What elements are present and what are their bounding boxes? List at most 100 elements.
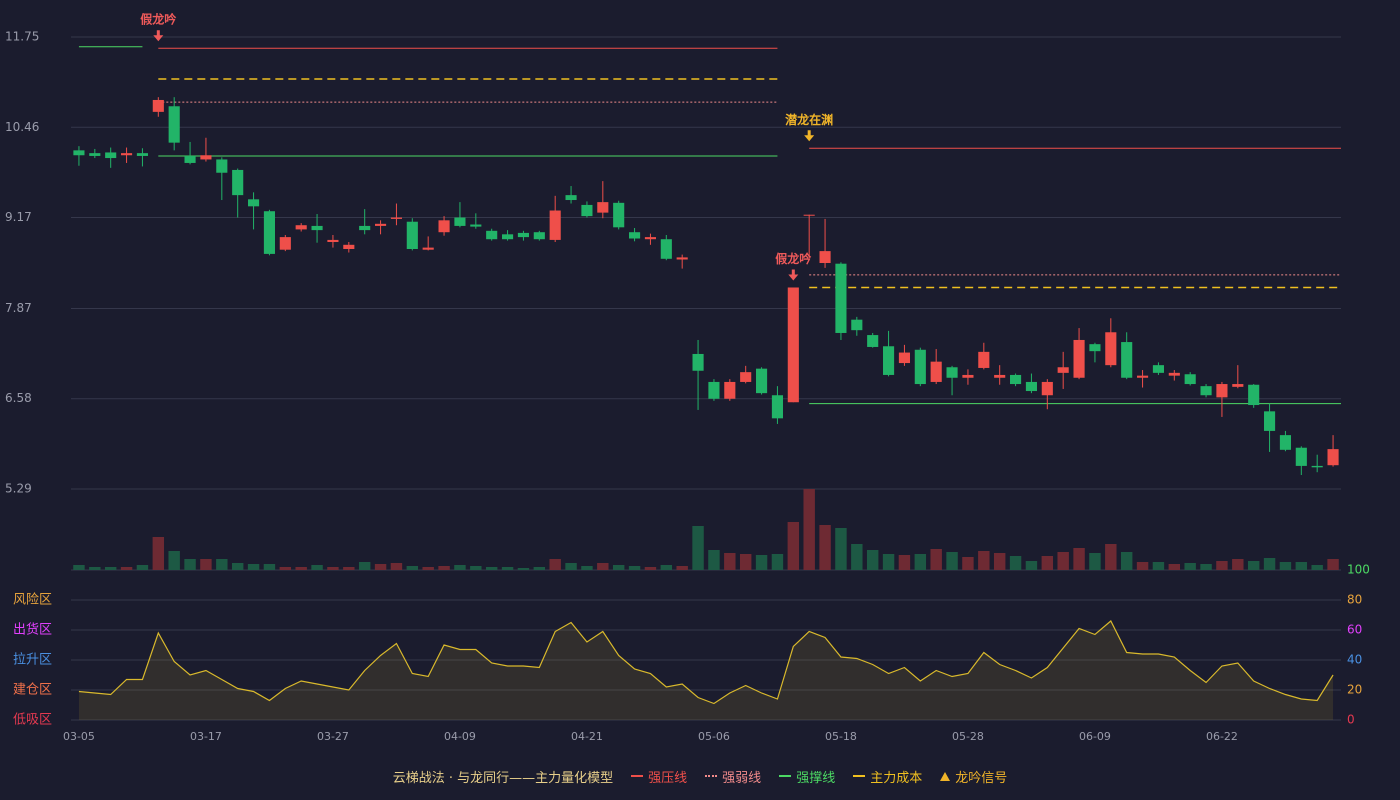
volume-bar: [1327, 559, 1339, 570]
volume-bar: [501, 567, 514, 570]
volume-bar: [1311, 565, 1323, 570]
volume-bar: [914, 554, 927, 570]
x-tick-label: 06-09: [1079, 730, 1111, 743]
candle-body: [1041, 381, 1053, 396]
volume-bar: [1295, 562, 1308, 570]
volume-bar: [708, 550, 720, 570]
volume-bar: [1168, 564, 1181, 570]
volume-bar: [374, 564, 387, 570]
candle-body: [406, 221, 418, 250]
volume-bar: [1009, 556, 1022, 570]
candle-body: [819, 251, 831, 263]
candle-body: [1200, 386, 1212, 396]
volume-bar: [851, 544, 863, 570]
candle-body: [549, 210, 561, 240]
volume-bar: [406, 566, 419, 570]
volume-bar: [676, 566, 688, 570]
volume-bar: [343, 567, 355, 570]
volume-bar: [962, 557, 974, 570]
x-tick-label: 04-09: [444, 730, 476, 743]
candle-body: [787, 287, 799, 403]
volume-bar: [231, 563, 244, 570]
candle-body: [1105, 332, 1117, 366]
y2-tick-label: 60: [1347, 623, 1362, 637]
x-tick-label: 03-27: [317, 730, 349, 743]
candle-body: [597, 202, 609, 213]
volume-bar: [866, 550, 879, 570]
candle-body: [1152, 365, 1164, 373]
legend-title: 云梯战法 · 与龙同行——主力量化模型: [392, 770, 614, 786]
candle-body: [390, 217, 402, 219]
legend-item: 龙吟信号: [940, 767, 1007, 786]
volume-bar: [263, 564, 276, 570]
volume-bar: [327, 567, 339, 570]
y2-tick-label: 0: [1347, 713, 1355, 727]
candle-body: [946, 367, 958, 378]
legend-item: 强弱线: [705, 767, 761, 786]
candle-body: [502, 234, 514, 240]
y2-tick-label: 40: [1347, 653, 1362, 667]
candle-body: [200, 155, 212, 160]
candle-body: [930, 361, 942, 382]
candle-body: [1264, 411, 1276, 431]
volume-bar: [787, 522, 800, 570]
candle-body: [1295, 447, 1307, 466]
chart: 11.75 10.46 9.17 7.87 6.58 5.29 0 20 40 60 80 100 风险…: [5, 12, 1370, 743]
volume-bar: [168, 551, 180, 570]
volume-bar: [1152, 562, 1165, 570]
candle-body: [438, 220, 450, 233]
legend-marker: [853, 775, 866, 777]
indicator-area: [78, 621, 1334, 720]
candle-body: [1089, 344, 1101, 352]
candle-body: [486, 230, 498, 240]
volume-bar: [104, 567, 117, 570]
volume-bar: [1232, 559, 1244, 570]
legend-item: 强压线: [631, 767, 687, 786]
candle-body: [724, 381, 736, 399]
candle-body: [660, 239, 672, 259]
volume-bar: [978, 551, 990, 570]
candle-body: [1121, 342, 1133, 378]
candle-body: [121, 153, 133, 156]
y2-tick-label: 20: [1347, 683, 1362, 697]
volume-bar: [1184, 563, 1196, 570]
candle-body: [1025, 381, 1037, 392]
candle-body: [136, 153, 148, 156]
volume-bar: [470, 566, 482, 570]
volume-bar: [1105, 544, 1117, 570]
legend-marker: [705, 775, 718, 777]
x-tick-label: 06-22: [1206, 730, 1238, 743]
signal-arrow: [804, 130, 815, 142]
volume-bar: [660, 565, 673, 570]
volume-bar: [946, 552, 958, 570]
zone-label: 建仓区: [13, 683, 52, 698]
candle-body: [676, 257, 688, 260]
volume-bar: [1216, 561, 1228, 570]
volume-bar: [549, 559, 561, 570]
volume-bar: [1120, 552, 1133, 570]
candle-body: [851, 319, 863, 331]
y-tick-label: 10.46: [5, 120, 39, 134]
legend: 云梯战法 · 与龙同行——主力量化模型 强压线 强弱线 强撑线 主力成本 龙吟信号: [0, 766, 1400, 786]
legend-label: 龙吟信号: [955, 770, 1008, 786]
candle-body: [867, 335, 879, 347]
volume-bar: [485, 567, 498, 570]
x-tick-label: 05-06: [698, 730, 730, 743]
candle-body: [375, 223, 387, 226]
candle-body: [1010, 374, 1022, 385]
candle-body: [279, 237, 291, 250]
volume-bar: [644, 567, 657, 570]
volume-bar: [882, 554, 895, 570]
signal-label: 假龙吟: [140, 12, 176, 27]
volume-bar: [136, 565, 149, 570]
legend-item: 强撑线: [779, 767, 835, 786]
candle-body: [1216, 384, 1228, 398]
volume-bar: [612, 565, 625, 570]
legend-marker: [631, 775, 644, 777]
volume-bar: [247, 564, 260, 570]
volume-bar: [755, 555, 768, 570]
candle-body: [898, 352, 910, 364]
candle-body: [962, 374, 974, 378]
legend-marker: [779, 775, 792, 777]
